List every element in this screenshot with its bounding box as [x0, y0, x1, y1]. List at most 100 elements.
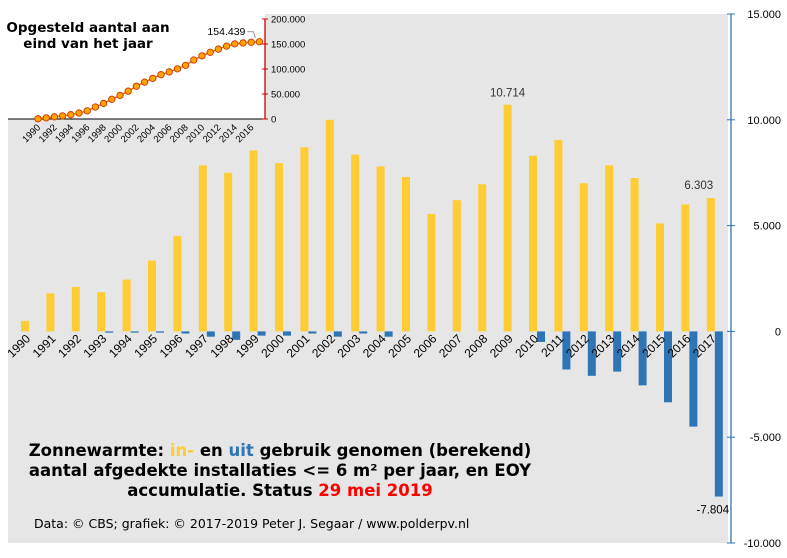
- inset-data-label: 154.439: [207, 26, 245, 38]
- inset-marker: [132, 82, 141, 90]
- inset-marker: [255, 38, 264, 46]
- bar-uit: [613, 331, 622, 372]
- caption-line-1: Zonnewarmte: in- en uit gebruik genomen …: [20, 441, 540, 461]
- bar-uit: [156, 331, 164, 333]
- bar-uit: [689, 331, 698, 427]
- inset-marker: [190, 56, 198, 64]
- inset-y-tick-label: 0: [271, 115, 276, 126]
- bar-in: [300, 147, 309, 332]
- bar-in: [605, 165, 614, 332]
- bar-uit: [664, 331, 672, 403]
- inset-marker: [34, 115, 42, 123]
- caption-text: gebruik genomen (berekend): [253, 441, 532, 460]
- bar-uit: [308, 331, 317, 334]
- bar-in: [351, 154, 360, 332]
- bar-in: [478, 184, 487, 332]
- caption-uit-word: uit: [228, 441, 254, 460]
- data-label-2017-uit: -7.804: [696, 505, 729, 517]
- bar-in: [452, 200, 461, 332]
- inset-marker: [83, 107, 91, 115]
- bar-in: [249, 150, 258, 332]
- inset-marker: [206, 48, 214, 56]
- bar-uit: [638, 331, 647, 386]
- bar-in: [630, 177, 639, 332]
- inset-marker: [157, 71, 165, 79]
- bar-uit: [537, 331, 545, 342]
- bar-in: [554, 139, 563, 332]
- inset-marker: [116, 91, 124, 100]
- bar-in: [402, 176, 410, 332]
- bar-in: [224, 172, 233, 332]
- inset-marker: [181, 61, 190, 69]
- inset-title-line-2: eind van het jaar: [23, 36, 153, 52]
- bar-in: [325, 119, 334, 332]
- bar-in: [503, 104, 512, 332]
- inset-marker: [247, 38, 255, 46]
- inset-marker: [99, 99, 108, 108]
- inset-marker: [198, 52, 206, 60]
- inset-marker: [222, 42, 231, 50]
- bar-uit: [333, 331, 342, 337]
- inset-label-leader: [247, 31, 256, 38]
- bar-in: [706, 198, 715, 332]
- bar-in: [21, 320, 29, 332]
- inset-y-tick-label: 50.000: [271, 90, 300, 101]
- bar-uit: [105, 331, 114, 333]
- bar-in: [122, 279, 131, 332]
- bar-in: [97, 292, 106, 332]
- inset-marker: [42, 114, 50, 122]
- inset-marker: [67, 111, 75, 119]
- inset-marker: [149, 74, 157, 83]
- inset-y-tick-label: 100.000: [271, 65, 305, 76]
- bar-in: [71, 286, 80, 332]
- y-tick-label: 10.000: [747, 115, 781, 127]
- caption-in-word: in-: [169, 441, 195, 460]
- bar-uit: [714, 331, 723, 497]
- bar-uit: [232, 331, 241, 340]
- bar-in: [198, 165, 207, 332]
- caption-line-2: aantal afgedekte installaties <= 6 m² pe…: [28, 461, 532, 480]
- bar-uit: [359, 331, 368, 334]
- y-tick-label: -5.000: [750, 432, 781, 444]
- inset-marker: [58, 112, 67, 120]
- inset-marker: [140, 78, 149, 86]
- bar-in: [148, 260, 156, 332]
- bar-in: [173, 236, 182, 332]
- caption-text: en: [194, 441, 229, 460]
- inset-marker: [173, 65, 182, 73]
- inset-marker: [50, 113, 59, 121]
- bar-in: [579, 183, 588, 332]
- bar-in: [46, 293, 55, 332]
- bar-in: [529, 155, 537, 332]
- bar-uit: [283, 331, 291, 336]
- inset-y-tick-label: 200.000: [271, 15, 305, 26]
- bar-uit: [206, 331, 215, 337]
- inset-marker: [91, 103, 100, 111]
- bar-uit: [587, 331, 596, 376]
- inset-marker: [124, 87, 132, 95]
- data-label-2009: 10.714: [490, 88, 526, 100]
- y-tick-label: -10.000: [744, 538, 781, 550]
- bar-uit: [562, 331, 571, 370]
- y-tick-label: 0: [775, 326, 781, 338]
- y-tick-label: 15.000: [747, 9, 781, 21]
- caption-text: Zonnewarmte:: [28, 441, 170, 460]
- bar-in: [275, 163, 283, 332]
- chart-caption: Zonnewarmte: in- en uit gebruik genomen …: [20, 441, 540, 501]
- caption-text: accumulatie. Status: [127, 481, 319, 500]
- bar-uit: [384, 331, 393, 337]
- inset-line: [37, 41, 260, 120]
- bar-uit: [181, 331, 190, 334]
- inset-marker: [108, 95, 116, 103]
- inset-title-line-1: Opgesteld aantal aan: [6, 20, 169, 36]
- bar-uit: [130, 331, 139, 333]
- data-credit: Data: © CBS; grafiek: © 2017-2019 Peter …: [34, 516, 470, 531]
- bar-in: [681, 204, 690, 332]
- caption-line-3: accumulatie. Status 29 mei 2019: [20, 481, 540, 501]
- bar-in: [376, 166, 385, 332]
- inset-marker: [214, 45, 223, 53]
- inset-marker: [231, 40, 239, 48]
- inset-marker: [239, 39, 247, 47]
- inset-marker: [165, 68, 173, 76]
- y-tick-label: 5.000: [753, 221, 781, 233]
